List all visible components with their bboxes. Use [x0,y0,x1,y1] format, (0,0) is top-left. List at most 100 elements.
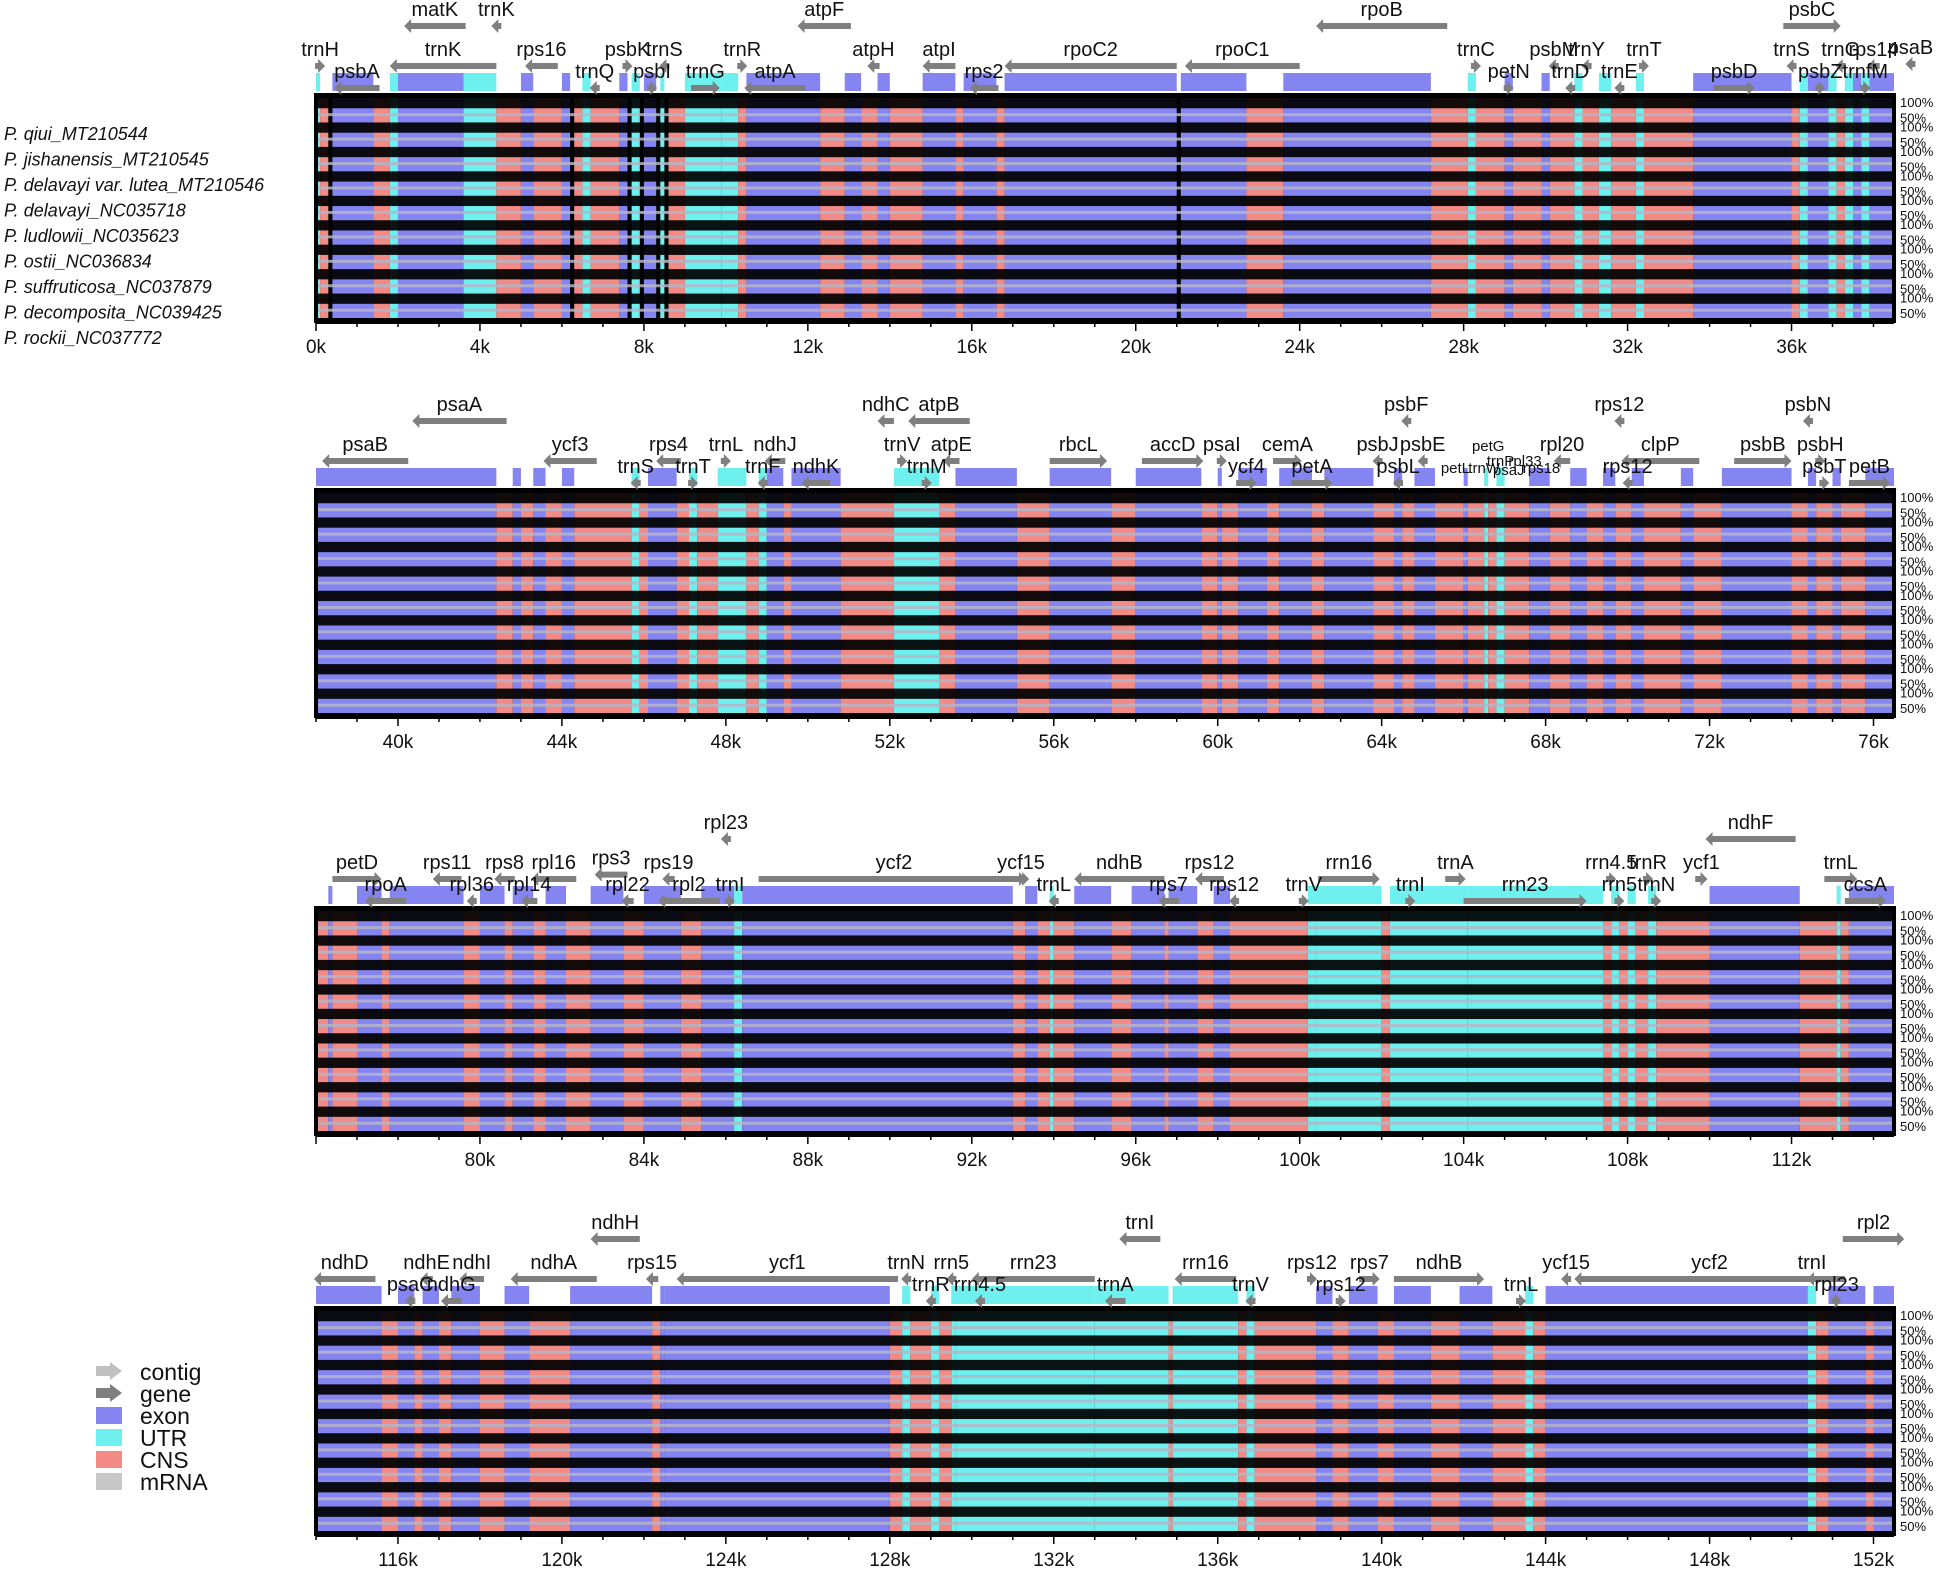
conservation-band-exon [479,911,505,1131]
feature-block-utr [1467,73,1476,91]
pct-100-label: 100% [1900,1455,1934,1470]
gene-arrow [1614,414,1625,428]
conservation-band-utr [1525,1311,1534,1531]
gene-arrow [720,454,731,468]
feature-block-exon [1131,886,1165,904]
gene-arrow [1651,894,1662,908]
conservation-band-cns [332,911,357,1131]
feature-block-exon [619,73,628,91]
pct-50-label: 50% [1900,306,1926,321]
pct-100-label: 100% [1900,217,1934,232]
pct-100-label: 100% [1900,168,1934,183]
gene-arrow [656,454,681,468]
conservation-band-cns [783,493,792,713]
conservation-band-exon [561,98,571,318]
panel-4: 100%50%100%50%100%50%100%50%100%50%100%5… [313,1212,1934,1571]
gene-label: rps7 [1350,1252,1389,1274]
gene-label: trnH [301,39,339,61]
track-identity-fill [316,984,1894,995]
gene-label: rps12 [1209,874,1259,896]
conservation-band-cns [1504,493,1530,713]
feature-block-exon [570,1286,653,1304]
gene-arrow [459,1272,485,1286]
pct-50-label: 50% [1900,701,1926,716]
conservation-band-cns [414,1311,423,1531]
gene-label: rps12 [1316,1274,1366,1296]
track-midline [316,703,1894,707]
legend-contig-swatch [96,1362,122,1380]
pct-50-label: 50% [1900,135,1926,150]
gene-label: trnR [723,39,761,61]
gene-label: rps12 [1594,394,1644,416]
conservation-band-utr [1307,911,1317,1131]
track-midline [316,186,1894,190]
x-tick-label: 84k [629,1150,660,1171]
conservation-band-cns [1016,493,1050,713]
gene-label: psbD [1711,61,1758,83]
gene-arrow [1298,894,1309,908]
gene-arrow [1141,454,1204,468]
pct-100-label: 100% [1900,612,1934,627]
conservation-band-utr [1861,98,1870,318]
gene-label: atpH [852,39,894,61]
feature-block-utr [1574,73,1583,91]
track-identity-fill [316,1482,1894,1493]
conservation-band-cns [1492,1311,1526,1531]
feature-block-exon [1545,1286,1563,1304]
pct-50-label: 50% [1900,159,1926,174]
pct-50-label: 50% [1900,257,1926,272]
conservation-band-exon [1238,493,1267,713]
x-tick-label: 76k [1858,732,1889,753]
gene-arrow [1516,1294,1527,1308]
x-tick-label: 4k [470,337,491,358]
track-midline [316,259,1894,263]
feature-block-exon [1283,73,1431,91]
feature-block-utr [1496,468,1505,486]
conservation-band-exon [1324,493,1374,713]
gene-arrow [691,81,720,95]
pct-100-label: 100% [1900,242,1934,257]
conservation-band-exon [791,493,841,713]
gene-label: ndhH [591,1212,639,1234]
x-tick-label: 28k [1448,337,1479,358]
gene-label: trnD [1551,61,1589,83]
x-tick-label: 72k [1694,732,1725,753]
pct-100-label: 100% [1900,539,1934,554]
gene-arrow [1835,59,1846,73]
x-tick-label: 56k [1038,732,1069,753]
conservation-band-cns [529,1311,571,1531]
pct-100-label: 100% [1900,514,1934,529]
gene-label: rps4 [649,434,688,456]
conservation-band-cns [1656,911,1710,1131]
feature-block-exon [1316,1286,1333,1304]
species-label: P. rockii_NC037772 [4,328,162,348]
feature-block-exon [1504,73,1513,91]
feature-block-exon [389,886,464,904]
conservation-band-exon [389,911,464,1131]
gene-label: rps12 [1185,852,1235,874]
gene-label: ndhA [530,1252,577,1274]
conservation-band-utr [1836,911,1841,1131]
track-identity-fill [316,1033,1894,1044]
gene-label: accD [1150,434,1196,456]
feature-block-exon [561,73,571,91]
gene-label: rps12 [1603,456,1653,478]
conservation-band-exon [664,1311,890,1531]
species-labels: P. qiui_MT210544 P. jishanensis_MT210545 P… [4,124,265,348]
x-tick-label: 116k [378,1550,418,1571]
gene-label: rrn5 [1602,874,1638,896]
conservation-band-exon [1504,98,1513,318]
x-tick-label: 8k [634,337,655,358]
pct-50-label: 50% [1900,677,1926,692]
gene-arrow [1815,454,1826,468]
gene-arrow [969,81,999,95]
gene-arrow [1158,894,1179,908]
conservation-band-utr [1467,98,1476,318]
legend-gene-label: gene [140,1381,191,1407]
gene-arrow [589,81,600,95]
conservation-band-utr [1807,1311,1817,1531]
pct-100-label: 100% [1900,908,1934,923]
conservation-band-exon [1049,493,1112,713]
feature-block-utr [1799,73,1808,91]
